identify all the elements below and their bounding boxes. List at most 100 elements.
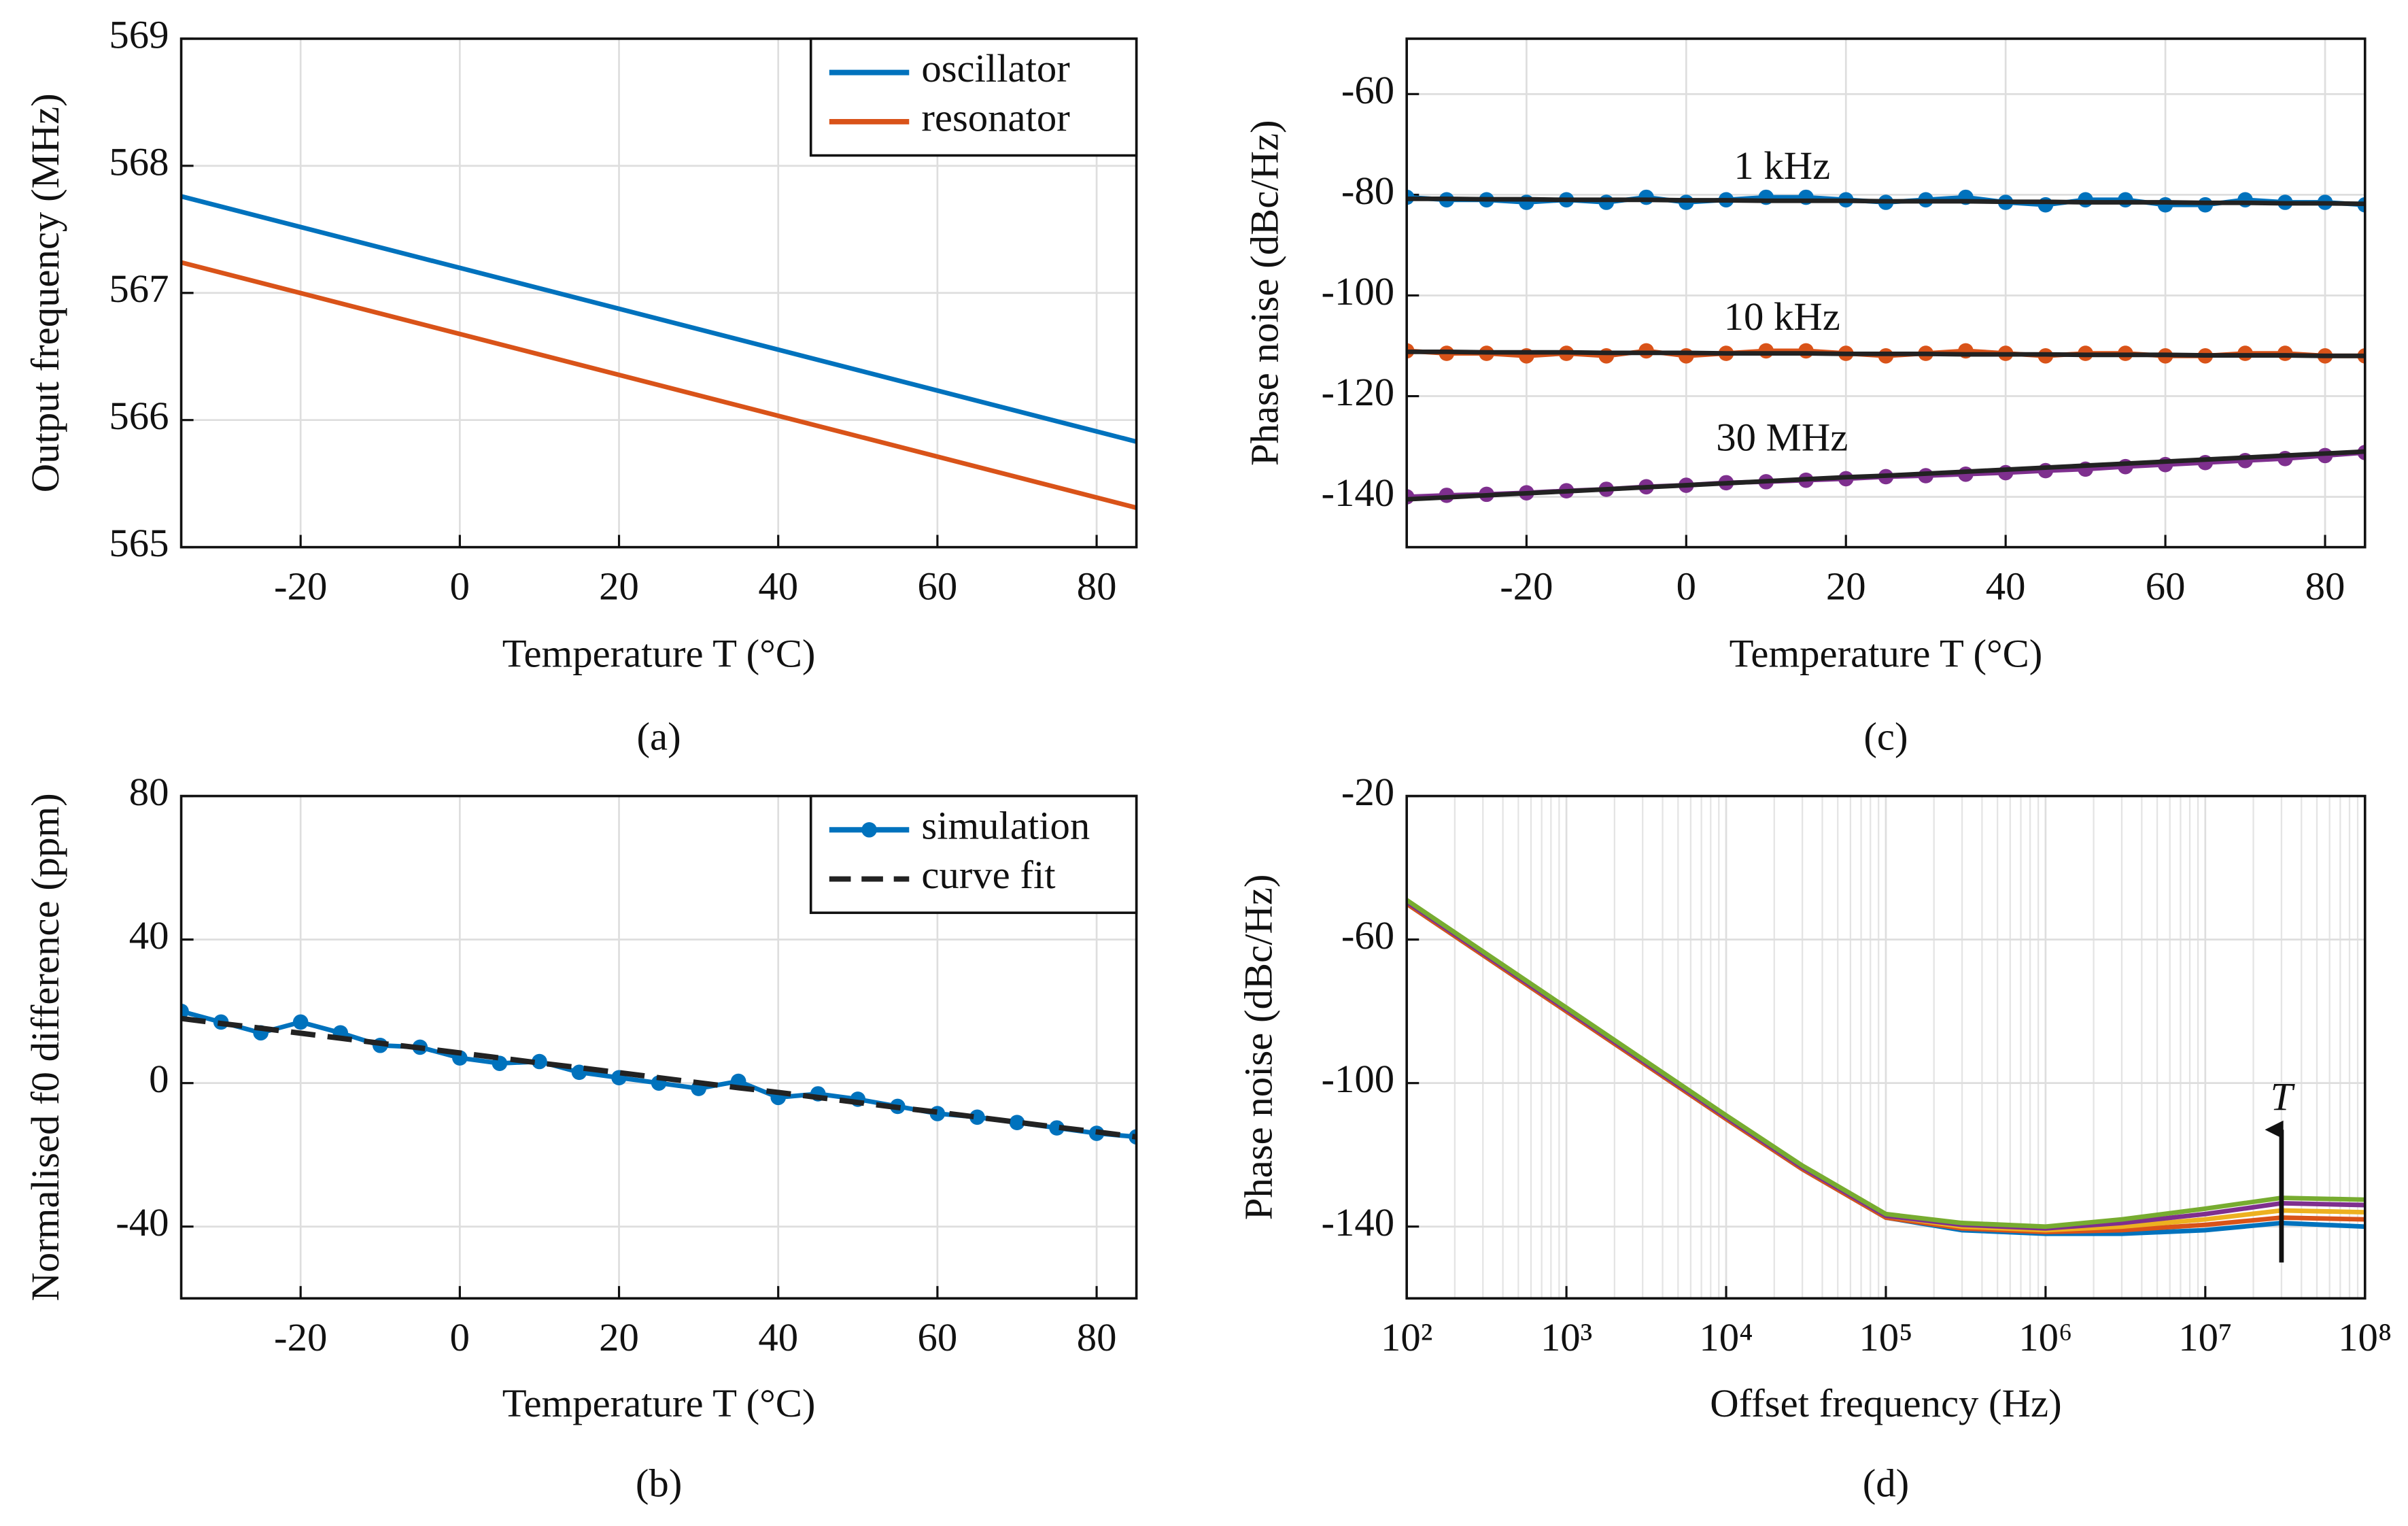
x-tick-label: 80 — [2305, 564, 2345, 608]
plot-area — [1407, 189, 2365, 505]
x-tick-label: 0 — [450, 564, 470, 608]
x-tick-label: -20 — [274, 1315, 327, 1359]
y-tick-label: -60 — [1341, 913, 1394, 957]
series-line — [1407, 449, 2365, 502]
y-axis-label: Phase noise (dBc/Hz) — [1236, 875, 1280, 1221]
y-tick-label: 567 — [109, 267, 169, 311]
legend-label: resonator — [921, 95, 1070, 139]
x-tick-label: 20 — [599, 564, 639, 608]
series-marker — [532, 1053, 547, 1070]
plot-frame — [1405, 37, 2367, 549]
series-marker — [2037, 197, 2054, 213]
plot-frame — [1405, 794, 2367, 1300]
plot-area — [181, 194, 1137, 510]
x-tick-label: 10⁷ — [2178, 1315, 2232, 1359]
legend-marker — [861, 821, 877, 838]
series-marker — [2078, 192, 2093, 208]
legend: simulation curve fit — [809, 794, 1138, 915]
legend-box — [809, 794, 1138, 915]
legend-label: simulation — [921, 804, 1090, 848]
plot-frame — [179, 794, 1138, 1300]
series-line — [1407, 196, 2365, 207]
y-tick-label: 566 — [109, 394, 169, 438]
series-line — [181, 260, 1137, 510]
series-line — [181, 194, 1137, 444]
series-marker — [181, 1003, 189, 1019]
x-tick-label: -20 — [1500, 564, 1553, 608]
x-axis-label: Temperature T (°C) — [502, 632, 816, 676]
y-tick-label: 569 — [109, 12, 169, 56]
series-line — [181, 1015, 1137, 1140]
x-tick-label: 80 — [1077, 564, 1117, 608]
series-marker — [1519, 194, 1534, 210]
y-tick-label: 565 — [109, 521, 169, 565]
series-line — [1407, 898, 2365, 1230]
x-tick-label: 20 — [1826, 564, 1866, 608]
y-tick-label: -40 — [116, 1200, 169, 1244]
x-axis-label: Offset frequency (Hz) — [1710, 1381, 2061, 1425]
x-tick-label: 20 — [599, 1315, 639, 1359]
x-tick-label: 40 — [758, 1315, 798, 1359]
panel: -20 0 20 40 60 80 -140 -120 -100 -80 -60 1 kHz 10 kH… — [1242, 37, 2367, 759]
series-marker — [1758, 343, 1774, 359]
caption: (c) — [1863, 715, 1908, 759]
series-marker — [1798, 343, 1814, 359]
series-marker — [969, 1109, 985, 1125]
x-tick-label: 60 — [918, 564, 958, 608]
y-axis-label: Normalised f0 difference (ppm) — [23, 793, 67, 1301]
series-marker — [292, 1014, 309, 1030]
series-marker — [571, 1064, 587, 1081]
x-axis-label: Temperature T (°C) — [1730, 632, 2043, 676]
caption: (d) — [1863, 1461, 1909, 1506]
y-tick-label: 568 — [109, 139, 169, 184]
y-tick-label: -80 — [1341, 169, 1394, 213]
annotation: 30 MHz — [1716, 416, 1848, 460]
panel: -20 0 20 40 60 80 565 566 567 568 569 Temperature T… — [23, 12, 1138, 759]
x-tick-label: 40 — [758, 564, 798, 608]
annotation: 10 kHz — [1724, 294, 1840, 339]
x-tick-label: 10⁵ — [1859, 1315, 1912, 1359]
y-tick-label: 0 — [149, 1057, 169, 1101]
x-tick-label: 60 — [2146, 564, 2186, 608]
series-marker — [1009, 1115, 1025, 1130]
y-axis-label: Output frequency (MHz) — [23, 93, 67, 492]
series-marker — [1598, 194, 1615, 210]
y-tick-label: -120 — [1321, 370, 1394, 414]
y-tick-label: -140 — [1321, 1200, 1394, 1244]
series-marker — [1638, 189, 1654, 205]
x-tick-label: 40 — [1986, 564, 2026, 608]
plot-frame — [179, 37, 1138, 549]
y-tick-label: -140 — [1321, 471, 1394, 515]
panel: -20 0 20 40 60 80 -40 0 40 80 Temperature T (°C) No… — [23, 770, 1138, 1506]
x-axis-label: Temperature T (°C) — [502, 1381, 816, 1425]
legend-label: curve fit — [921, 853, 1055, 897]
x-tick-label: 10² — [1381, 1315, 1432, 1359]
series-marker — [1049, 1120, 1065, 1136]
legend-box — [809, 37, 1138, 157]
legend-label: oscillator — [921, 46, 1070, 90]
legend: oscillator resonator — [809, 37, 1138, 157]
y-tick-label: 40 — [129, 913, 169, 957]
x-tick-label: 10⁴ — [1699, 1315, 1753, 1359]
annotation: T — [2271, 1075, 2296, 1119]
x-tick-label: 10⁸ — [2338, 1315, 2392, 1359]
x-tick-label: 0 — [1676, 564, 1696, 608]
annotation: 1 kHz — [1734, 143, 1830, 188]
series-line — [1407, 349, 2365, 358]
x-tick-label: 10⁶ — [2018, 1315, 2072, 1359]
y-axis-label: Phase noise (dBc/Hz) — [1242, 120, 1286, 466]
panel: 10² 10³ 10⁴ 10⁵ 10⁶ 10⁷ 10⁸ -140 -100 -60 -20 T Offs… — [1236, 770, 2392, 1506]
plot-area — [181, 1003, 1137, 1145]
y-tick-label: -20 — [1341, 770, 1394, 814]
x-tick-label: 10³ — [1541, 1315, 1592, 1359]
y-tick-label: -60 — [1341, 68, 1394, 112]
y-tick-label: -100 — [1321, 1057, 1394, 1101]
x-tick-label: 60 — [918, 1315, 958, 1359]
series-marker — [2118, 192, 2133, 208]
caption: (b) — [636, 1461, 682, 1506]
x-tick-label: 0 — [450, 1315, 470, 1359]
x-tick-label: -20 — [274, 564, 327, 608]
y-tick-label: 80 — [129, 770, 169, 814]
